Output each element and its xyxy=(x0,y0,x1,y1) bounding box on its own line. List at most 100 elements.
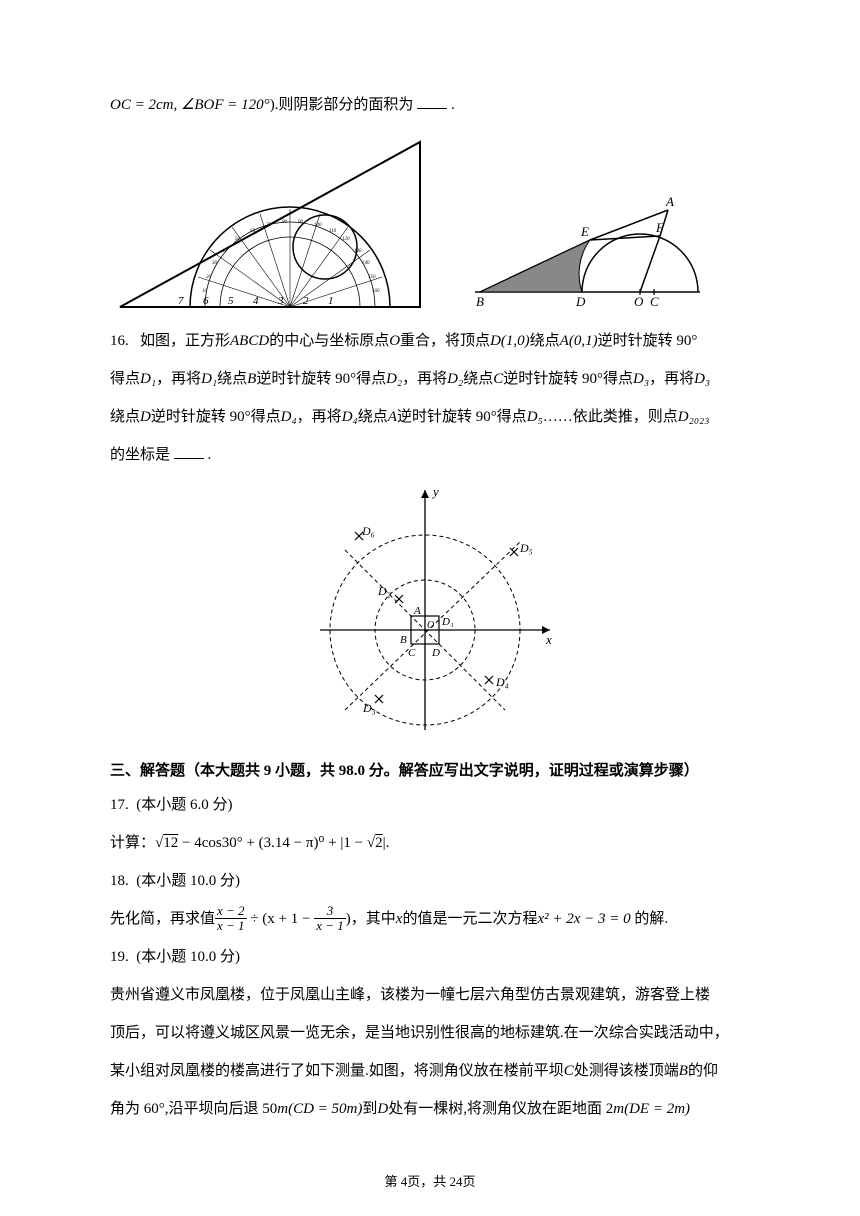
q16-D1b: D₁ xyxy=(201,371,217,387)
q18-label: 先化简，再求值 xyxy=(110,911,215,927)
q19-mDE: m(DE = 2m) xyxy=(613,1101,690,1117)
lbl-C: C xyxy=(650,294,659,309)
lbl-D: D xyxy=(575,294,586,309)
q16-abcd: ABCD xyxy=(230,333,269,349)
q19-Cv: C xyxy=(564,1063,574,1079)
svg-text:160: 160 xyxy=(372,289,380,294)
q16-D4: D₄ xyxy=(281,409,297,425)
svg-text:60: 60 xyxy=(250,229,256,234)
fig-protractor-triangle: 7 6 5 4 3 2 1 102030 405060 708090 10011… xyxy=(110,132,430,312)
svg-text:140: 140 xyxy=(362,261,370,266)
lbl-D3: D₃ xyxy=(362,701,376,715)
q16-figure-wrap: y x A D₁ O B C D xyxy=(110,480,750,735)
q16-C: C xyxy=(493,371,503,387)
q15-blank xyxy=(417,108,447,109)
lbl-B: B xyxy=(476,294,484,309)
q18-body: 先化简，再求值x − 2x − 1 ÷ (x + 1 − 3x − 1)，其中x… xyxy=(110,904,750,934)
q18-frac1: x − 2x − 1 xyxy=(215,904,247,932)
q16-D2b: D₂ xyxy=(447,371,463,387)
svg-text:80: 80 xyxy=(282,220,288,225)
q18-frac2: 3x − 1 xyxy=(314,904,346,932)
q15-tail: ).则阴影部分的面积为 xyxy=(270,97,418,113)
q19-Dv: D xyxy=(377,1101,388,1117)
q16-D3: D₃ xyxy=(633,371,649,387)
q19-p3c: 的仰 xyxy=(688,1063,718,1079)
svg-text:130: 130 xyxy=(354,249,362,254)
q19-p3a: 某小组对凤凰楼的楼高进行了如下测量.如图，将测角仪放在楼前平坝 xyxy=(110,1063,564,1079)
q17-end: |. xyxy=(383,835,390,851)
lbl-D6: D₆ xyxy=(361,524,375,538)
q17-sqrt12: √12 xyxy=(155,835,178,851)
q19-p4a: 角为 60°,沿平坝向后退 50 xyxy=(110,1101,277,1117)
q16-D3b: D₃ xyxy=(694,371,710,387)
svg-text:40: 40 xyxy=(222,249,228,254)
q17-body: 计算：√12 − 4cos30° + (3.14 − π)⁰ + |1 − √2… xyxy=(110,828,750,858)
svg-text:30: 30 xyxy=(212,261,218,266)
q15-prefix-line: OC = 2cm, ∠BOF = 120°).则阴影部分的面积为 . xyxy=(110,90,750,120)
q18-mid3: 的值是一元二次方程 xyxy=(402,911,537,927)
q16-l1a: 如图，正方形 xyxy=(140,333,230,349)
q16-l3d: 绕点 xyxy=(358,409,388,425)
q16-A01: A(0,1) xyxy=(560,333,598,349)
ruler-7: 7 xyxy=(178,295,184,307)
q16-l1b: 的中心与坐标原点 xyxy=(269,333,389,349)
q18-end: 的解. xyxy=(631,911,669,927)
q19-p3: 某小组对凤凰楼的楼高进行了如下测量.如图，将测角仪放在楼前平坝C处测得该楼顶端B… xyxy=(110,1056,750,1086)
svg-text:50: 50 xyxy=(235,237,241,242)
ruler-2: 2 xyxy=(303,295,309,307)
q19-p4c: 处有一棵树,将测角仪放在距地面 2 xyxy=(388,1101,613,1117)
q15-expr: OC = 2cm, ∠BOF = 120° xyxy=(110,97,270,113)
lbl-Csq: C xyxy=(408,647,416,659)
q18-eq: x² + 2x − 3 = 0 xyxy=(537,911,630,927)
q16-l2c: 绕点 xyxy=(217,371,247,387)
lbl-D1sq: D₁ xyxy=(441,616,454,628)
q17-num: 17. xyxy=(110,797,129,813)
q16-l2e: ，再将 xyxy=(402,371,447,387)
lbl-D2: D₂ xyxy=(377,584,391,598)
lbl-D4: D₄ xyxy=(495,675,509,689)
q16-D4b: D₄ xyxy=(342,409,358,425)
svg-text:70: 70 xyxy=(266,223,272,228)
lbl-x: x xyxy=(545,632,552,647)
q16-blank xyxy=(174,458,204,459)
q19-p1: 贵州省遵义市凤凰楼，位于凤凰山主峰，该楼为一幢七层六角型仿古景观建筑，游客登上楼 xyxy=(110,980,750,1010)
q18-head: 18. (本小题 10.0 分) xyxy=(110,866,750,896)
ruler-6: 6 xyxy=(203,295,209,307)
q17-head: 17. (本小题 6.0 分) xyxy=(110,790,750,820)
q16-line2: 得点D₁，再将D₁绕点B逆时针旋转 90°得点D₂，再将D₂绕点C逆时针旋转 9… xyxy=(110,364,750,394)
q16-D2: D₂ xyxy=(386,371,402,387)
q16-l1c: 重合，将顶点 xyxy=(400,333,490,349)
q16-num: 16. xyxy=(110,333,129,349)
q16-line3: 绕点D逆时针旋转 90°得点D₄，再将D₄绕点A逆时针旋转 90°得点D₅……依… xyxy=(110,402,750,432)
q16-l2f: 绕点 xyxy=(463,371,493,387)
q15-end: . xyxy=(447,97,455,113)
q19-mCD: m(CD = 50m) xyxy=(277,1101,362,1117)
q18-pts: (本小题 10.0 分) xyxy=(136,873,240,889)
q16-A: A xyxy=(388,409,397,425)
q15-figures: 7 6 5 4 3 2 1 102030 405060 708090 10011… xyxy=(110,132,750,312)
ruler-3: 3 xyxy=(277,295,284,307)
q16-l2b: ，再将 xyxy=(156,371,201,387)
lbl-Asq: A xyxy=(413,605,421,617)
q16-l3f: ……依此类推，则点 xyxy=(543,409,678,425)
svg-text:90: 90 xyxy=(298,220,304,225)
q16-l1e: 逆时针旋转 90° xyxy=(598,333,698,349)
lbl-D5: D₅ xyxy=(519,541,533,555)
q19-p4: 角为 60°,沿平坝向后退 50m(CD = 50m)到D处有一棵树,将测角仪放… xyxy=(110,1094,750,1124)
ruler-1: 1 xyxy=(328,295,334,307)
lbl-y: y xyxy=(431,484,439,499)
q16-l2a: 得点 xyxy=(110,371,140,387)
lbl-F: F xyxy=(655,220,665,235)
q16-l3a: 绕点 xyxy=(110,409,140,425)
q16-B: B xyxy=(247,371,256,387)
ruler-5: 5 xyxy=(228,295,234,307)
q18-mid2: )，其中 xyxy=(346,911,396,927)
q19-p4b: 到 xyxy=(362,1101,377,1117)
svg-text:10: 10 xyxy=(202,289,208,294)
lbl-O: O xyxy=(634,294,644,309)
q16-line4: 的坐标是 . xyxy=(110,440,750,470)
q16-D: D xyxy=(140,409,151,425)
q16-D1: D₁ xyxy=(140,371,156,387)
q19-num: 19. xyxy=(110,949,129,965)
svg-text:110: 110 xyxy=(329,229,337,234)
